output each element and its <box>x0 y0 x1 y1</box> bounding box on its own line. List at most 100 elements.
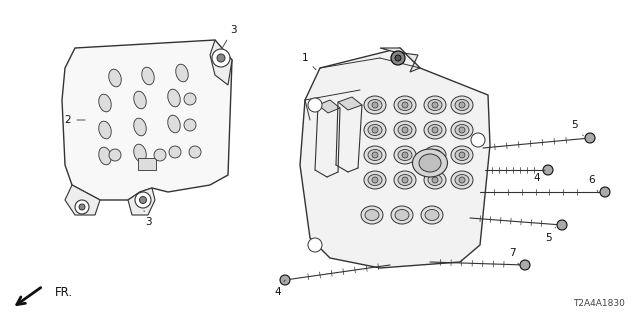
Polygon shape <box>380 48 420 72</box>
Circle shape <box>391 51 405 65</box>
Circle shape <box>184 93 196 105</box>
Ellipse shape <box>364 171 386 189</box>
Ellipse shape <box>428 100 442 110</box>
Ellipse shape <box>424 121 446 139</box>
Ellipse shape <box>394 96 416 114</box>
Circle shape <box>372 102 378 108</box>
Circle shape <box>308 238 322 252</box>
Circle shape <box>585 133 595 143</box>
Text: FR.: FR. <box>55 286 73 300</box>
Ellipse shape <box>134 144 147 162</box>
Circle shape <box>432 102 438 108</box>
Circle shape <box>184 119 196 131</box>
Circle shape <box>432 152 438 158</box>
Bar <box>138 158 156 170</box>
Polygon shape <box>128 188 155 215</box>
Ellipse shape <box>424 171 446 189</box>
Polygon shape <box>338 97 362 110</box>
Ellipse shape <box>413 149 447 177</box>
Ellipse shape <box>365 210 379 220</box>
Text: 1: 1 <box>301 53 316 70</box>
Circle shape <box>459 152 465 158</box>
Circle shape <box>459 177 465 183</box>
Ellipse shape <box>395 210 409 220</box>
Ellipse shape <box>168 115 180 133</box>
Circle shape <box>75 200 89 214</box>
Ellipse shape <box>428 124 442 135</box>
Ellipse shape <box>398 174 412 186</box>
Circle shape <box>402 102 408 108</box>
Ellipse shape <box>364 121 386 139</box>
Ellipse shape <box>99 94 111 112</box>
Circle shape <box>372 152 378 158</box>
Ellipse shape <box>368 100 382 110</box>
Ellipse shape <box>455 100 469 110</box>
Polygon shape <box>210 40 232 85</box>
Ellipse shape <box>368 149 382 161</box>
Text: 4: 4 <box>275 280 285 297</box>
Circle shape <box>140 196 147 204</box>
Circle shape <box>189 146 201 158</box>
Polygon shape <box>65 185 100 215</box>
Ellipse shape <box>428 174 442 186</box>
Ellipse shape <box>361 206 383 224</box>
Polygon shape <box>62 40 232 200</box>
Ellipse shape <box>368 174 382 186</box>
Ellipse shape <box>141 67 154 85</box>
Circle shape <box>280 275 290 285</box>
Ellipse shape <box>419 154 441 172</box>
Circle shape <box>109 149 121 161</box>
Text: 6: 6 <box>589 175 598 192</box>
Ellipse shape <box>455 174 469 186</box>
Ellipse shape <box>424 96 446 114</box>
Circle shape <box>459 102 465 108</box>
Ellipse shape <box>134 91 147 109</box>
Circle shape <box>372 127 378 133</box>
Ellipse shape <box>398 124 412 135</box>
Ellipse shape <box>421 206 443 224</box>
Text: 3: 3 <box>144 211 151 227</box>
Ellipse shape <box>451 171 473 189</box>
Ellipse shape <box>99 147 111 165</box>
Ellipse shape <box>391 206 413 224</box>
Circle shape <box>432 177 438 183</box>
Text: 3: 3 <box>223 25 236 48</box>
Circle shape <box>79 204 85 210</box>
Ellipse shape <box>451 121 473 139</box>
Text: 2: 2 <box>65 115 85 125</box>
Circle shape <box>135 192 151 208</box>
Ellipse shape <box>364 146 386 164</box>
Circle shape <box>217 54 225 62</box>
Text: 5: 5 <box>572 120 583 136</box>
Circle shape <box>543 165 553 175</box>
Circle shape <box>459 127 465 133</box>
Ellipse shape <box>424 146 446 164</box>
Ellipse shape <box>425 210 439 220</box>
Ellipse shape <box>168 89 180 107</box>
Ellipse shape <box>428 149 442 161</box>
Circle shape <box>402 177 408 183</box>
Ellipse shape <box>394 146 416 164</box>
Ellipse shape <box>451 146 473 164</box>
Circle shape <box>520 260 530 270</box>
Circle shape <box>402 127 408 133</box>
Ellipse shape <box>368 124 382 135</box>
Text: 5: 5 <box>545 227 556 243</box>
Polygon shape <box>318 100 340 113</box>
Circle shape <box>432 127 438 133</box>
Circle shape <box>154 149 166 161</box>
Ellipse shape <box>364 96 386 114</box>
Ellipse shape <box>455 149 469 161</box>
Ellipse shape <box>109 69 121 87</box>
Circle shape <box>169 146 181 158</box>
Circle shape <box>471 133 485 147</box>
Ellipse shape <box>176 64 188 82</box>
Text: T2A4A1830: T2A4A1830 <box>573 299 625 308</box>
Circle shape <box>402 152 408 158</box>
Text: 7: 7 <box>509 248 519 265</box>
Circle shape <box>600 187 610 197</box>
Circle shape <box>395 55 401 61</box>
Circle shape <box>212 49 230 67</box>
Ellipse shape <box>394 121 416 139</box>
Circle shape <box>308 98 322 112</box>
